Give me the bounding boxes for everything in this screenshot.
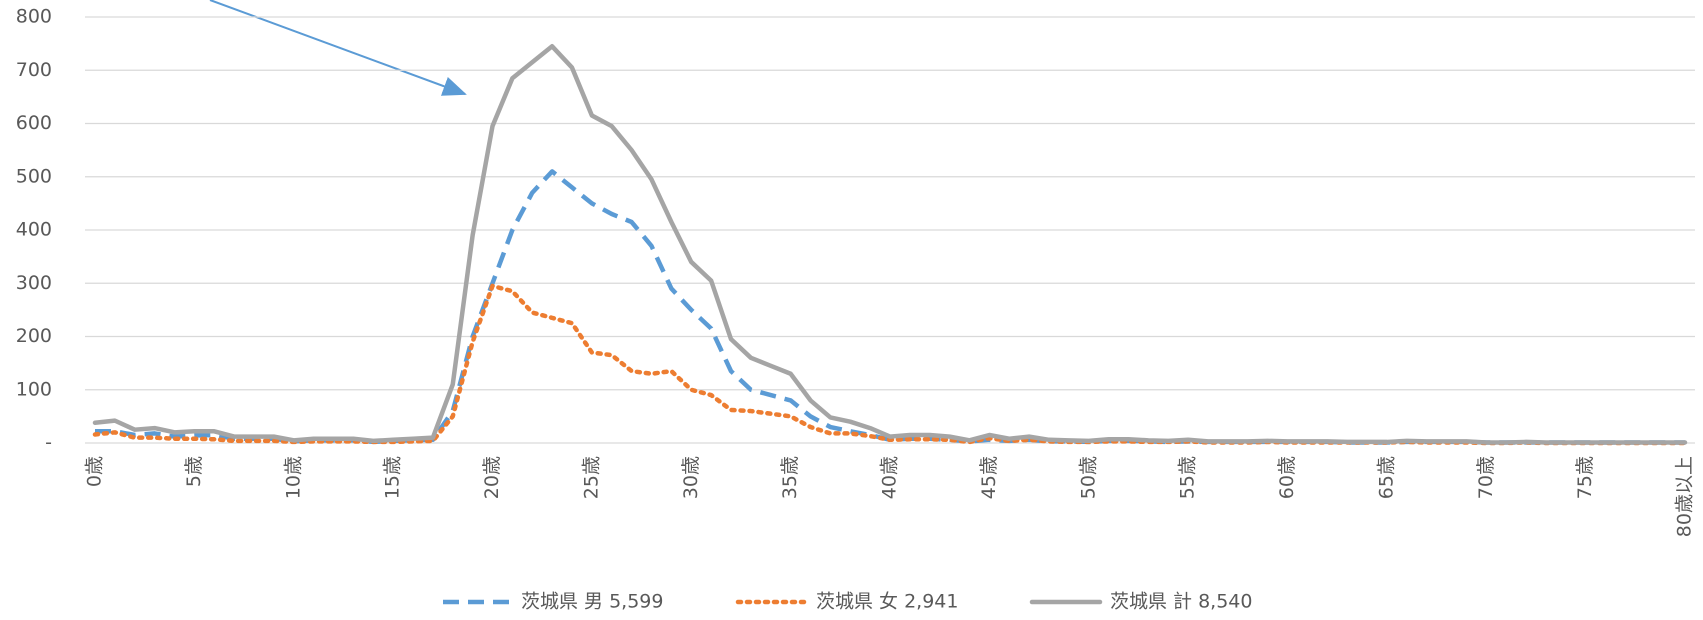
y-tick-label: - (45, 432, 52, 454)
x-tick-label: 30歳 (680, 456, 702, 499)
line-series (95, 169, 1685, 445)
x-tick-label: 15歳 (382, 456, 404, 499)
x-tick-label: 45歳 (978, 456, 1000, 499)
y-tick-label: 200 (16, 325, 52, 347)
x-tick-label: 10歳 (282, 456, 304, 499)
y-tick-label: 800 (16, 6, 52, 28)
x-tick-label: 20歳 (481, 456, 503, 499)
x-tick-label: 80歳以上 (1674, 456, 1696, 537)
x-tick-label: 5歳 (183, 456, 205, 487)
legend-label: 茨城県 男 5,599 (521, 591, 663, 613)
x-tick-label: 65歳 (1375, 456, 1397, 499)
legend-label: 茨城県 計 8,540 (1110, 591, 1252, 613)
x-tick-label: 60歳 (1276, 456, 1298, 499)
x-tick-label: 0歳 (84, 456, 106, 487)
y-tick-label: 500 (16, 165, 52, 187)
y-tick-label: 300 (16, 272, 52, 294)
y-tick-label: 700 (16, 59, 52, 81)
x-tick-label: 40歳 (879, 456, 901, 499)
annotation-arrow (209, 0, 467, 96)
x-tick-label: 55歳 (1177, 456, 1199, 499)
legend-label: 茨城県 女 2,941 (816, 591, 958, 613)
x-tick-label: 70歳 (1475, 456, 1497, 499)
x-tick-label: 25歳 (580, 456, 602, 499)
x-tick-label: 35歳 (779, 456, 801, 499)
y-tick-label: 600 (16, 112, 52, 134)
line-series (92, 283, 1688, 446)
line-series (92, 44, 1688, 445)
x-tick-label: 75歳 (1574, 456, 1596, 499)
y-tick-label: 400 (16, 219, 52, 241)
y-tick-label: 100 (16, 378, 52, 400)
x-tick-label: 50歳 (1077, 456, 1099, 499)
